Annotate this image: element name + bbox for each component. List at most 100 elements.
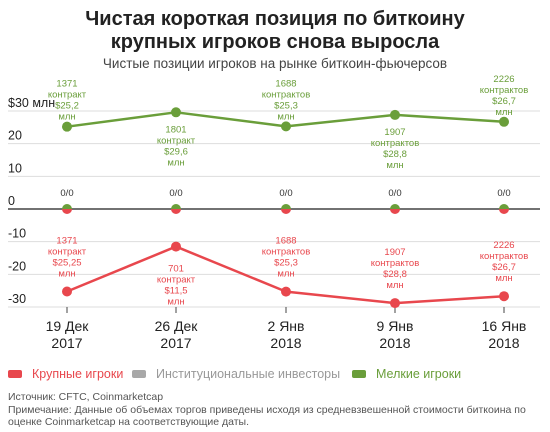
data-label-small-players: млн — [277, 111, 294, 122]
data-point-institutional-bottom — [281, 209, 291, 214]
data-label-large-players: $25,3 — [274, 258, 298, 269]
data-label-small-players: контрактов — [480, 85, 529, 96]
data-label-small-players: $25,3 — [274, 100, 298, 111]
data-point-institutional-bottom — [499, 209, 509, 214]
y-tick-label: 10 — [8, 161, 22, 175]
data-label-large-players: млн — [495, 273, 512, 284]
source-note: Источник: CFTC, Coinmarketcap — [8, 391, 164, 403]
data-label-large-players: $11,5 — [164, 286, 187, 297]
chart-title-line-2: крупных игроков снова выросла — [110, 31, 440, 53]
data-point-institutional-bottom — [171, 209, 181, 214]
data-label-large-players: $26,7 — [492, 262, 516, 273]
data-point-institutional-top — [499, 204, 509, 209]
data-point-small-players — [171, 107, 181, 118]
data-point-small-players — [281, 121, 291, 132]
data-point-large-players — [171, 241, 181, 252]
data-label-large-players: 2226 — [493, 240, 514, 251]
data-point-institutional-top — [171, 204, 181, 209]
data-label-large-players: млн — [58, 268, 75, 279]
data-label-small-players: млн — [58, 112, 75, 123]
x-tick-label: 2 Янв — [268, 318, 305, 334]
data-label-small-players: 1907 — [384, 127, 405, 138]
data-point-institutional-top — [390, 204, 400, 209]
y-tick-label: -20 — [8, 259, 26, 273]
data-point-institutional-bottom — [390, 209, 400, 214]
legend-label-small-players: Мелкие игроки — [376, 367, 462, 381]
data-label-small-players: контрактов — [371, 138, 420, 149]
data-label-small-players: 2226 — [493, 74, 514, 85]
data-point-small-players — [499, 116, 509, 127]
legend-item-small-players: Мелкие игроки — [352, 367, 461, 381]
chart-legend: Крупные игроки Институциональные инвесто… — [0, 367, 550, 385]
data-point-large-players — [499, 291, 509, 302]
data-label-small-players: 1371 — [56, 79, 77, 90]
data-label-institutional: 0/0 — [279, 188, 292, 199]
chart-subtitle: Чистые позиции игроков на рынке биткоин-… — [102, 56, 448, 71]
data-point-large-players — [281, 286, 291, 297]
x-tick-label: 19 Дек — [46, 318, 90, 334]
data-point-small-players — [62, 121, 72, 132]
legend-item-large-players: Крупные игроки — [8, 367, 123, 381]
data-label-large-players: млн — [167, 297, 184, 308]
legend-swatch-small-players — [352, 370, 366, 378]
x-tick-label: 2018 — [270, 335, 301, 351]
data-label-large-players: контрактов — [371, 258, 420, 269]
data-label-small-players: контракт — [48, 90, 87, 101]
x-tick-label: 2017 — [51, 335, 82, 351]
y-tick-label: 0 — [8, 194, 15, 208]
chart-title-line-1: Чистая короткая позиция по биткоину — [85, 8, 465, 30]
data-label-large-players: млн — [277, 269, 294, 280]
y-tick-label: -30 — [8, 292, 26, 306]
data-point-institutional-top — [281, 204, 291, 209]
x-tick-label: 16 Янв — [482, 318, 527, 334]
data-point-small-players — [390, 109, 400, 120]
data-point-large-players — [390, 298, 400, 309]
data-label-large-players: контракт — [157, 275, 196, 286]
x-tick-label: 2017 — [160, 335, 191, 351]
data-label-institutional: 0/0 — [388, 188, 401, 199]
data-label-small-players: млн — [167, 157, 184, 168]
y-tick-label: -10 — [8, 227, 26, 241]
data-label-large-players: 701 — [168, 264, 184, 275]
chart-footer: Источник: CFTC, Coinmarketcap Примечание… — [8, 391, 538, 429]
data-label-institutional: 0/0 — [169, 188, 182, 199]
x-tick-label: 26 Дек — [155, 318, 199, 334]
data-label-large-players: контракт — [48, 246, 87, 257]
data-label-large-players: 1907 — [384, 247, 405, 258]
data-label-small-players: $26,7 — [492, 96, 516, 107]
y-tick-label: 20 — [8, 129, 22, 143]
data-label-large-players: 1371 — [56, 235, 77, 246]
legend-item-institutional: Институциональные инвесторы — [132, 367, 340, 381]
legend-label-institutional: Институциональные инвесторы — [156, 367, 341, 381]
data-label-institutional: 0/0 — [497, 188, 510, 199]
data-point-institutional-top — [62, 204, 72, 209]
data-label-large-players: $25,25 — [52, 257, 81, 268]
data-note: Примечание: Данные об объемах торгов при… — [8, 403, 526, 429]
data-label-small-players: $28,8 — [383, 149, 407, 160]
data-label-small-players: млн — [495, 107, 512, 118]
x-tick-label: 2018 — [488, 335, 519, 351]
x-tick-label: 9 Янв — [377, 318, 414, 334]
data-label-small-players: $29,6 — [164, 146, 188, 157]
legend-label-large-players: Крупные игроки — [32, 367, 124, 381]
data-point-institutional-bottom — [62, 209, 72, 214]
x-tick-label: 2018 — [379, 335, 410, 351]
data-label-large-players: контрактов — [262, 247, 311, 258]
legend-swatch-large-players — [8, 370, 22, 378]
data-label-large-players: млн — [386, 280, 403, 291]
data-point-large-players — [62, 286, 72, 297]
chart-title: Чистая короткая позиция по биткоину круп… — [0, 8, 550, 54]
data-label-small-players: $25,2 — [55, 101, 79, 112]
data-label-small-players: 1801 — [165, 124, 186, 135]
data-label-institutional: 0/0 — [60, 188, 73, 199]
data-label-large-players: $28,8 — [383, 269, 407, 280]
y-tick-label: $30 млн — [8, 96, 55, 110]
data-label-small-players: млн — [386, 160, 403, 171]
data-label-small-players: контракт — [157, 135, 196, 146]
data-label-large-players: контрактов — [480, 251, 529, 262]
legend-swatch-institutional — [132, 370, 146, 378]
data-label-small-players: 1688 — [275, 78, 296, 89]
data-label-large-players: 1688 — [275, 236, 296, 247]
data-label-small-players: контрактов — [262, 89, 311, 100]
